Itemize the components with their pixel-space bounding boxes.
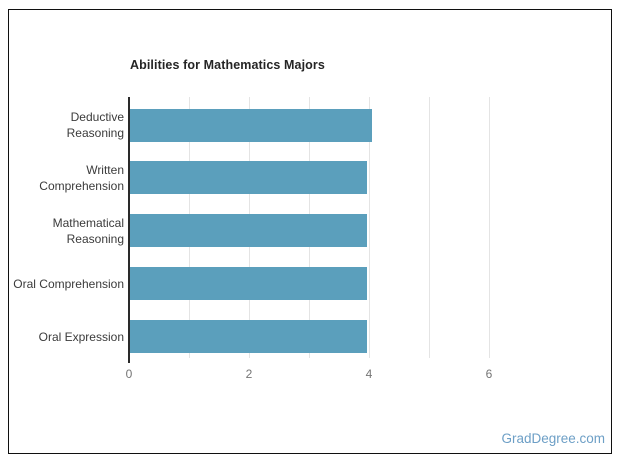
bar-oral-comprehension[interactable] (129, 267, 368, 301)
x-tick-label-2: 2 (245, 367, 253, 381)
chart-title: Abilities for Mathematics Majors (130, 58, 325, 72)
category-label-written-comprehension: Written Comprehension (39, 162, 124, 193)
bar-written-comprehension[interactable] (129, 161, 368, 195)
x-tick-label-0: 0 (125, 367, 133, 381)
bar-oral-expression[interactable] (129, 320, 368, 354)
x-tick-label-4: 4 (365, 367, 373, 381)
x-tick-label-6: 6 (485, 367, 493, 381)
bar-mathematical-reasoning[interactable] (129, 214, 368, 248)
bar-deductive-reasoning[interactable] (129, 108, 372, 142)
chart-frame-border (8, 9, 612, 454)
category-label-deductive-reasoning: Deductive Reasoning (66, 110, 124, 140)
category-label-oral-expression: Oral Expression (38, 329, 124, 344)
graddegree-watermark-link[interactable]: GradDegree.com (501, 431, 605, 446)
gridline-x-4 (368, 97, 370, 358)
y-axis-baseline (128, 97, 130, 363)
category-label-oral-comprehension: Oral Comprehension (13, 276, 124, 291)
gridline-x-5 (428, 97, 430, 358)
category-label-mathematical-reasoning: Mathematical Reasoning (52, 215, 124, 246)
gridline-x-6 (488, 97, 490, 358)
plot-area (129, 97, 549, 358)
